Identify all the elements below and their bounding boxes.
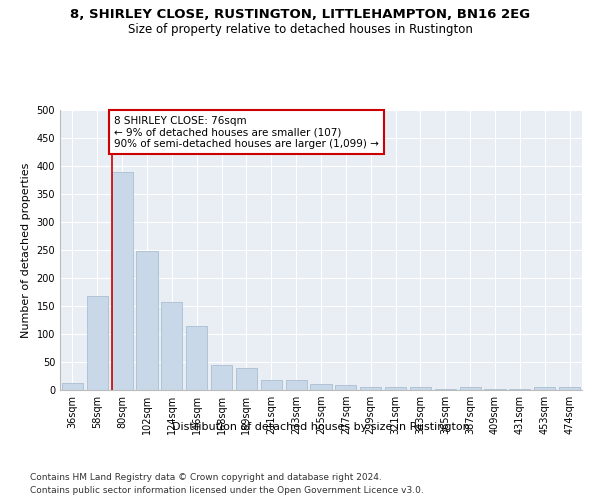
Text: 8 SHIRLEY CLOSE: 76sqm
← 9% of detached houses are smaller (107)
90% of semi-det: 8 SHIRLEY CLOSE: 76sqm ← 9% of detached … xyxy=(114,116,379,149)
Bar xyxy=(360,386,381,390)
Bar xyxy=(236,368,257,390)
Text: Size of property relative to detached houses in Rustington: Size of property relative to detached ho… xyxy=(128,22,472,36)
Bar xyxy=(87,296,108,390)
Text: 8, SHIRLEY CLOSE, RUSTINGTON, LITTLEHAMPTON, BN16 2EG: 8, SHIRLEY CLOSE, RUSTINGTON, LITTLEHAMP… xyxy=(70,8,530,20)
Bar xyxy=(286,380,307,390)
Bar xyxy=(112,172,133,390)
Bar xyxy=(460,387,481,390)
Bar xyxy=(261,380,282,390)
Text: Distribution of detached houses by size in Rustington: Distribution of detached houses by size … xyxy=(172,422,470,432)
Bar xyxy=(410,387,431,390)
Y-axis label: Number of detached properties: Number of detached properties xyxy=(21,162,31,338)
Bar xyxy=(211,366,232,390)
Bar xyxy=(136,250,158,390)
Bar xyxy=(534,386,555,390)
Bar xyxy=(161,302,182,390)
Text: Contains public sector information licensed under the Open Government Licence v3: Contains public sector information licen… xyxy=(30,486,424,495)
Text: Contains HM Land Registry data © Crown copyright and database right 2024.: Contains HM Land Registry data © Crown c… xyxy=(30,472,382,482)
Bar xyxy=(62,382,83,390)
Bar xyxy=(559,386,580,390)
Bar xyxy=(310,384,332,390)
Bar xyxy=(385,387,406,390)
Bar xyxy=(335,385,356,390)
Bar xyxy=(186,326,207,390)
